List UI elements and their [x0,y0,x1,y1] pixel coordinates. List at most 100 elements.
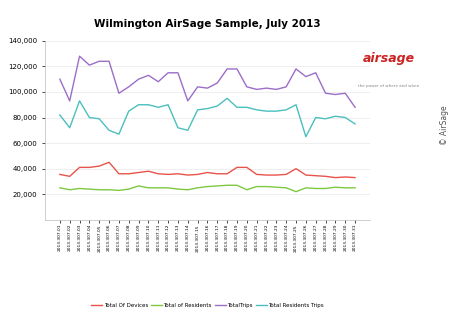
Total Residents Trips [323,117,328,121]
Total Of Devices [106,160,112,164]
TotalTrips [254,88,259,91]
Total Residents Trips [215,104,220,108]
Total of Residents [116,188,122,192]
TotalTrips [225,67,230,71]
Total of Residents [136,184,141,188]
Total Residents Trips [234,106,239,109]
TotalTrips [146,73,151,77]
Total Of Devices [215,172,220,176]
Total Of Devices [342,175,348,179]
Total of Residents [77,187,82,190]
Total of Residents [166,186,171,190]
Total Of Devices [293,167,299,171]
TotalTrips [264,86,269,90]
Total Of Devices [146,169,151,173]
Text: Wilmington AirSage Sample, July 2013: Wilmington AirSage Sample, July 2013 [94,19,321,29]
Total Of Devices [185,173,190,177]
Line: Total Of Devices: Total Of Devices [60,162,355,178]
Total Residents Trips [313,116,318,119]
Total of Residents [126,187,131,191]
TotalTrips [166,71,171,75]
Total Of Devices [234,165,239,169]
TotalTrips [126,85,131,89]
Total Of Devices [303,173,308,177]
Total Residents Trips [97,117,102,121]
TotalTrips [185,99,190,103]
TotalTrips [136,77,141,81]
Total of Residents [106,188,112,192]
Total Of Devices [126,172,131,176]
Total Residents Trips [146,103,151,107]
Total Residents Trips [284,108,289,112]
TotalTrips [352,106,358,109]
Total of Residents [146,186,151,190]
TotalTrips [87,63,92,67]
TotalTrips [57,77,63,81]
TotalTrips [342,91,348,95]
TotalTrips [274,88,279,91]
Total Residents Trips [106,128,112,132]
Line: TotalTrips: TotalTrips [60,56,355,107]
Total of Residents [195,186,200,190]
Total Of Devices [264,173,269,177]
Total of Residents [215,184,220,188]
Total Residents Trips [126,109,131,113]
Legend: Total Of Devices, Total of Residents, TotalTrips, Total Residents Trips: Total Of Devices, Total of Residents, To… [91,303,324,308]
Total Residents Trips [342,116,348,119]
Total Of Devices [67,175,73,178]
Total of Residents [313,187,318,190]
Total Residents Trips [293,103,299,107]
Total Residents Trips [274,109,279,113]
Total of Residents [97,188,102,192]
Total Residents Trips [254,108,259,112]
Total of Residents [225,183,230,187]
Total of Residents [333,185,338,189]
TotalTrips [156,80,161,84]
Total Of Devices [284,172,289,176]
Total Of Devices [97,164,102,168]
Total Of Devices [274,173,279,177]
TotalTrips [313,71,318,75]
Total Residents Trips [116,132,122,136]
Total Of Devices [244,165,249,169]
Total Of Devices [166,172,171,176]
Total Residents Trips [67,126,73,130]
TotalTrips [67,99,73,103]
Total Residents Trips [303,135,308,138]
TotalTrips [333,93,338,96]
Total of Residents [57,186,63,190]
Total of Residents [254,185,259,188]
Total Residents Trips [205,107,210,111]
Total of Residents [293,190,299,193]
Total Of Devices [352,176,358,180]
TotalTrips [195,85,200,89]
Total of Residents [156,186,161,190]
Total of Residents [67,188,73,192]
Total of Residents [284,186,289,190]
TotalTrips [244,85,249,89]
Line: Total of Residents: Total of Residents [60,185,355,192]
Total Of Devices [313,174,318,178]
Text: © AirSage: © AirSage [440,106,449,145]
Total Residents Trips [352,122,358,126]
Total Of Devices [333,176,338,180]
Total of Residents [264,185,269,188]
Total of Residents [87,187,92,191]
Total Residents Trips [57,113,63,117]
TotalTrips [205,86,210,90]
Total Residents Trips [136,103,141,107]
Total Residents Trips [333,114,338,118]
Total of Residents [244,188,249,192]
Total Of Devices [195,172,200,176]
Total Residents Trips [87,116,92,119]
Total Of Devices [77,165,82,169]
Total Of Devices [57,172,63,176]
Total Of Devices [323,175,328,178]
TotalTrips [106,59,112,63]
Text: the power of where and when: the power of where and when [358,84,419,88]
Total of Residents [274,185,279,189]
Total of Residents [175,187,181,191]
TotalTrips [77,54,82,58]
Text: airsage: airsage [363,51,415,65]
Total of Residents [323,187,328,190]
